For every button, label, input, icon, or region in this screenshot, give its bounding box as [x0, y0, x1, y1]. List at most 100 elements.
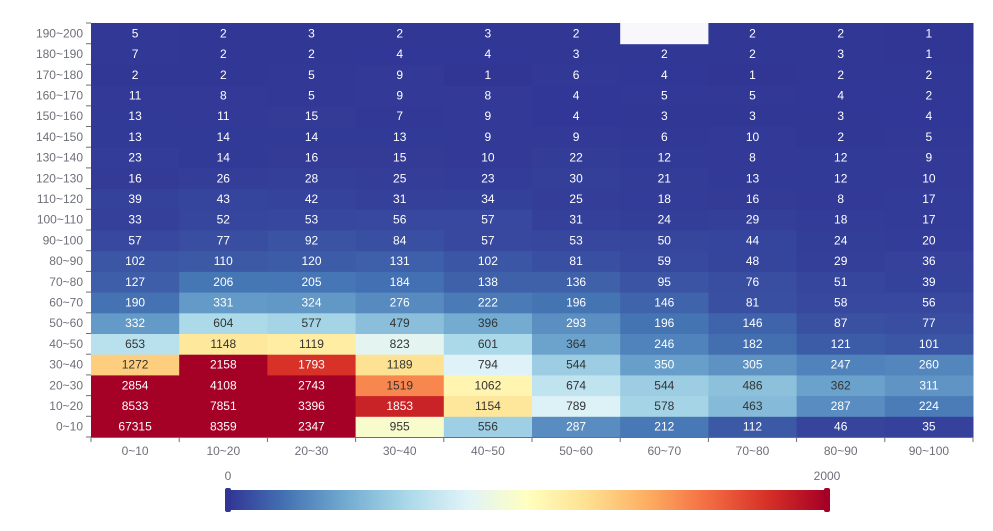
- heatmap-cell-empty: [620, 23, 709, 45]
- heatmap-cell: [443, 105, 533, 127]
- heatmap-cell: [620, 167, 709, 190]
- cell-value-label: 544: [654, 378, 674, 392]
- cell-value-label: 4: [396, 47, 403, 61]
- cell-value-label: 190: [125, 295, 145, 309]
- cell-value-label: 22: [569, 151, 583, 165]
- heatmap-cell: [796, 416, 886, 438]
- heatmap-cell: [355, 312, 445, 334]
- heatmap-cell: [267, 230, 357, 252]
- heatmap-cell: [884, 23, 974, 45]
- y-tick-label: 170~180: [36, 68, 83, 82]
- cell-value-label: 6: [661, 130, 668, 144]
- heatmap-cell: [708, 333, 798, 355]
- heatmap-cell: [179, 312, 268, 334]
- cell-value-label: 1189: [387, 358, 413, 372]
- heatmap-cell: [179, 23, 268, 45]
- cell-value-label: 81: [746, 295, 760, 309]
- heatmap-cell: [179, 64, 268, 86]
- x-tick-label: 30~40: [383, 444, 417, 458]
- heatmap-cell: [179, 354, 268, 376]
- heatmap-cell: [179, 85, 268, 107]
- cell-value-label: 29: [834, 254, 848, 268]
- cell-value-label: 136: [566, 275, 586, 289]
- heatmap-cell: [796, 374, 886, 397]
- x-tick-label: 20~30: [295, 444, 329, 458]
- heatmap-cell: [620, 188, 709, 210]
- heatmap-cell: [620, 354, 709, 376]
- cell-value-label: 362: [831, 378, 851, 392]
- cell-value-label: 2347: [298, 420, 325, 434]
- cell-value-label: 578: [654, 399, 674, 413]
- x-tick-label: 0~10: [122, 444, 149, 458]
- cell-value-label: 350: [654, 358, 674, 372]
- cell-value-label: 8: [749, 151, 756, 165]
- heatmap-cell: [179, 230, 268, 252]
- heatmap-cell: [796, 333, 886, 355]
- cell-value-label: 26: [217, 171, 231, 185]
- heatmap-cell: [884, 105, 974, 127]
- cell-value-label: 120: [301, 254, 321, 268]
- cell-value-label: 20: [922, 233, 936, 247]
- y-tick-label: 10~20: [49, 399, 83, 413]
- cell-value-label: 127: [125, 275, 145, 289]
- cell-value-label: 2: [396, 26, 403, 40]
- cell-value-label: 43: [217, 192, 231, 206]
- cell-value-label: 11: [129, 88, 142, 102]
- heatmap-cell: [267, 64, 357, 86]
- cell-value-label: 28: [305, 171, 319, 185]
- cell-value-label: 8359: [210, 420, 237, 434]
- heatmap-cell: [532, 292, 621, 314]
- cell-value-label: 131: [390, 254, 410, 268]
- cell-value-label: 4: [485, 47, 492, 61]
- cell-value-label: 9: [396, 88, 403, 102]
- cell-value-label: 2: [132, 68, 139, 82]
- y-tick-label: 50~60: [49, 316, 83, 330]
- cell-value-label: 13: [393, 130, 407, 144]
- cell-value-label: 53: [569, 233, 583, 247]
- heatmap-cell: [708, 395, 798, 417]
- heatmap-cell: [355, 271, 445, 293]
- cell-value-label: 287: [831, 399, 851, 413]
- heatmap-cell: [179, 374, 268, 397]
- heatmap-cell: [267, 312, 357, 334]
- cell-value-label: 3: [837, 109, 844, 123]
- cell-value-label: 9: [485, 130, 492, 144]
- heatmap-cell: [91, 43, 180, 65]
- cell-value-label: 205: [301, 275, 321, 289]
- heatmap-cell: [267, 374, 357, 397]
- cell-value-label: 21: [658, 171, 672, 185]
- heatmap-cell: [179, 126, 268, 148]
- cell-value-label: 311: [919, 378, 938, 392]
- y-tick-label: 130~140: [36, 151, 83, 165]
- cell-value-label: 92: [305, 233, 319, 247]
- heatmap-cell: [532, 271, 621, 293]
- cell-value-label: 59: [658, 254, 672, 268]
- heatmap-cell: [708, 374, 798, 397]
- heatmap-cell: [532, 126, 621, 148]
- heatmap-cell: [620, 395, 709, 417]
- visual-map-min-handle[interactable]: [225, 488, 231, 512]
- visual-map-max-handle[interactable]: [824, 488, 830, 512]
- cell-value-label: 2158: [210, 358, 237, 372]
- x-tick-label: 50~60: [559, 444, 593, 458]
- heatmap-cell: [355, 147, 445, 169]
- cell-value-label: 10: [922, 171, 936, 185]
- heatmap-cell: [796, 209, 886, 231]
- visual-map-bar: [228, 490, 827, 510]
- y-tick-label: 100~110: [37, 213, 83, 227]
- heatmap-cell: [179, 292, 268, 314]
- cell-value-label: 95: [658, 275, 672, 289]
- visual-map-min-label: 0: [225, 469, 232, 483]
- heatmap-cell: [355, 105, 445, 127]
- cell-value-label: 3396: [298, 399, 325, 413]
- heatmap-cell: [443, 23, 533, 45]
- cell-value-label: 3: [308, 26, 315, 40]
- cell-value-label: 789: [566, 399, 586, 413]
- cell-value-label: 50: [658, 233, 672, 247]
- heatmap-cell: [708, 292, 798, 314]
- heatmap-cell: [796, 312, 886, 334]
- cell-value-label: 14: [217, 151, 231, 165]
- cell-value-label: 10: [481, 151, 495, 165]
- heatmap-cell: [884, 250, 974, 272]
